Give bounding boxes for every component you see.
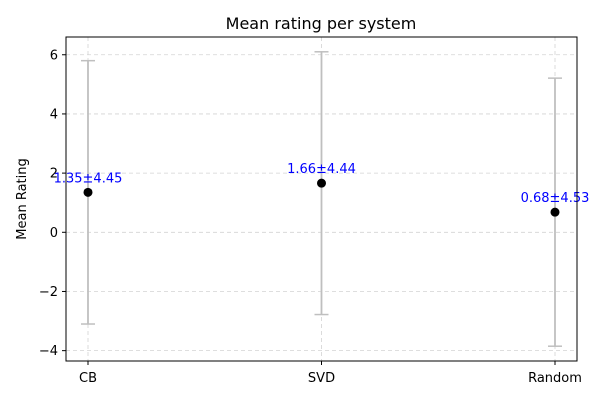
data-point — [317, 178, 326, 188]
y-axis-label: Mean Rating — [15, 158, 30, 239]
y-axis-ticks: −4 −2 0 2 4 6 — [39, 48, 66, 359]
x-tick-label: SVD — [308, 371, 335, 386]
y-tick-label: 0 — [50, 226, 58, 241]
data-points — [83, 178, 560, 217]
chart-title: Mean rating per system — [226, 14, 417, 33]
y-tick-label: −4 — [39, 344, 58, 359]
data-label: 1.66±4.44 — [287, 162, 356, 177]
y-tick-label: 4 — [50, 107, 58, 122]
data-labels: 1.35±4.45 1.66±4.44 0.68±4.53 — [54, 162, 590, 206]
x-tick-label: CB — [79, 371, 97, 386]
data-label: 1.35±4.45 — [54, 171, 123, 186]
x-axis-ticks: CB SVD Random — [79, 361, 582, 386]
y-tick-label: 2 — [50, 167, 58, 182]
x-tick-label: Random — [528, 371, 582, 386]
data-point — [83, 187, 93, 197]
y-tick-label: 6 — [50, 48, 58, 63]
data-label: 0.68±4.53 — [521, 191, 590, 206]
error-bars — [81, 51, 562, 347]
y-tick-label: −2 — [39, 285, 58, 300]
data-point — [550, 207, 560, 217]
